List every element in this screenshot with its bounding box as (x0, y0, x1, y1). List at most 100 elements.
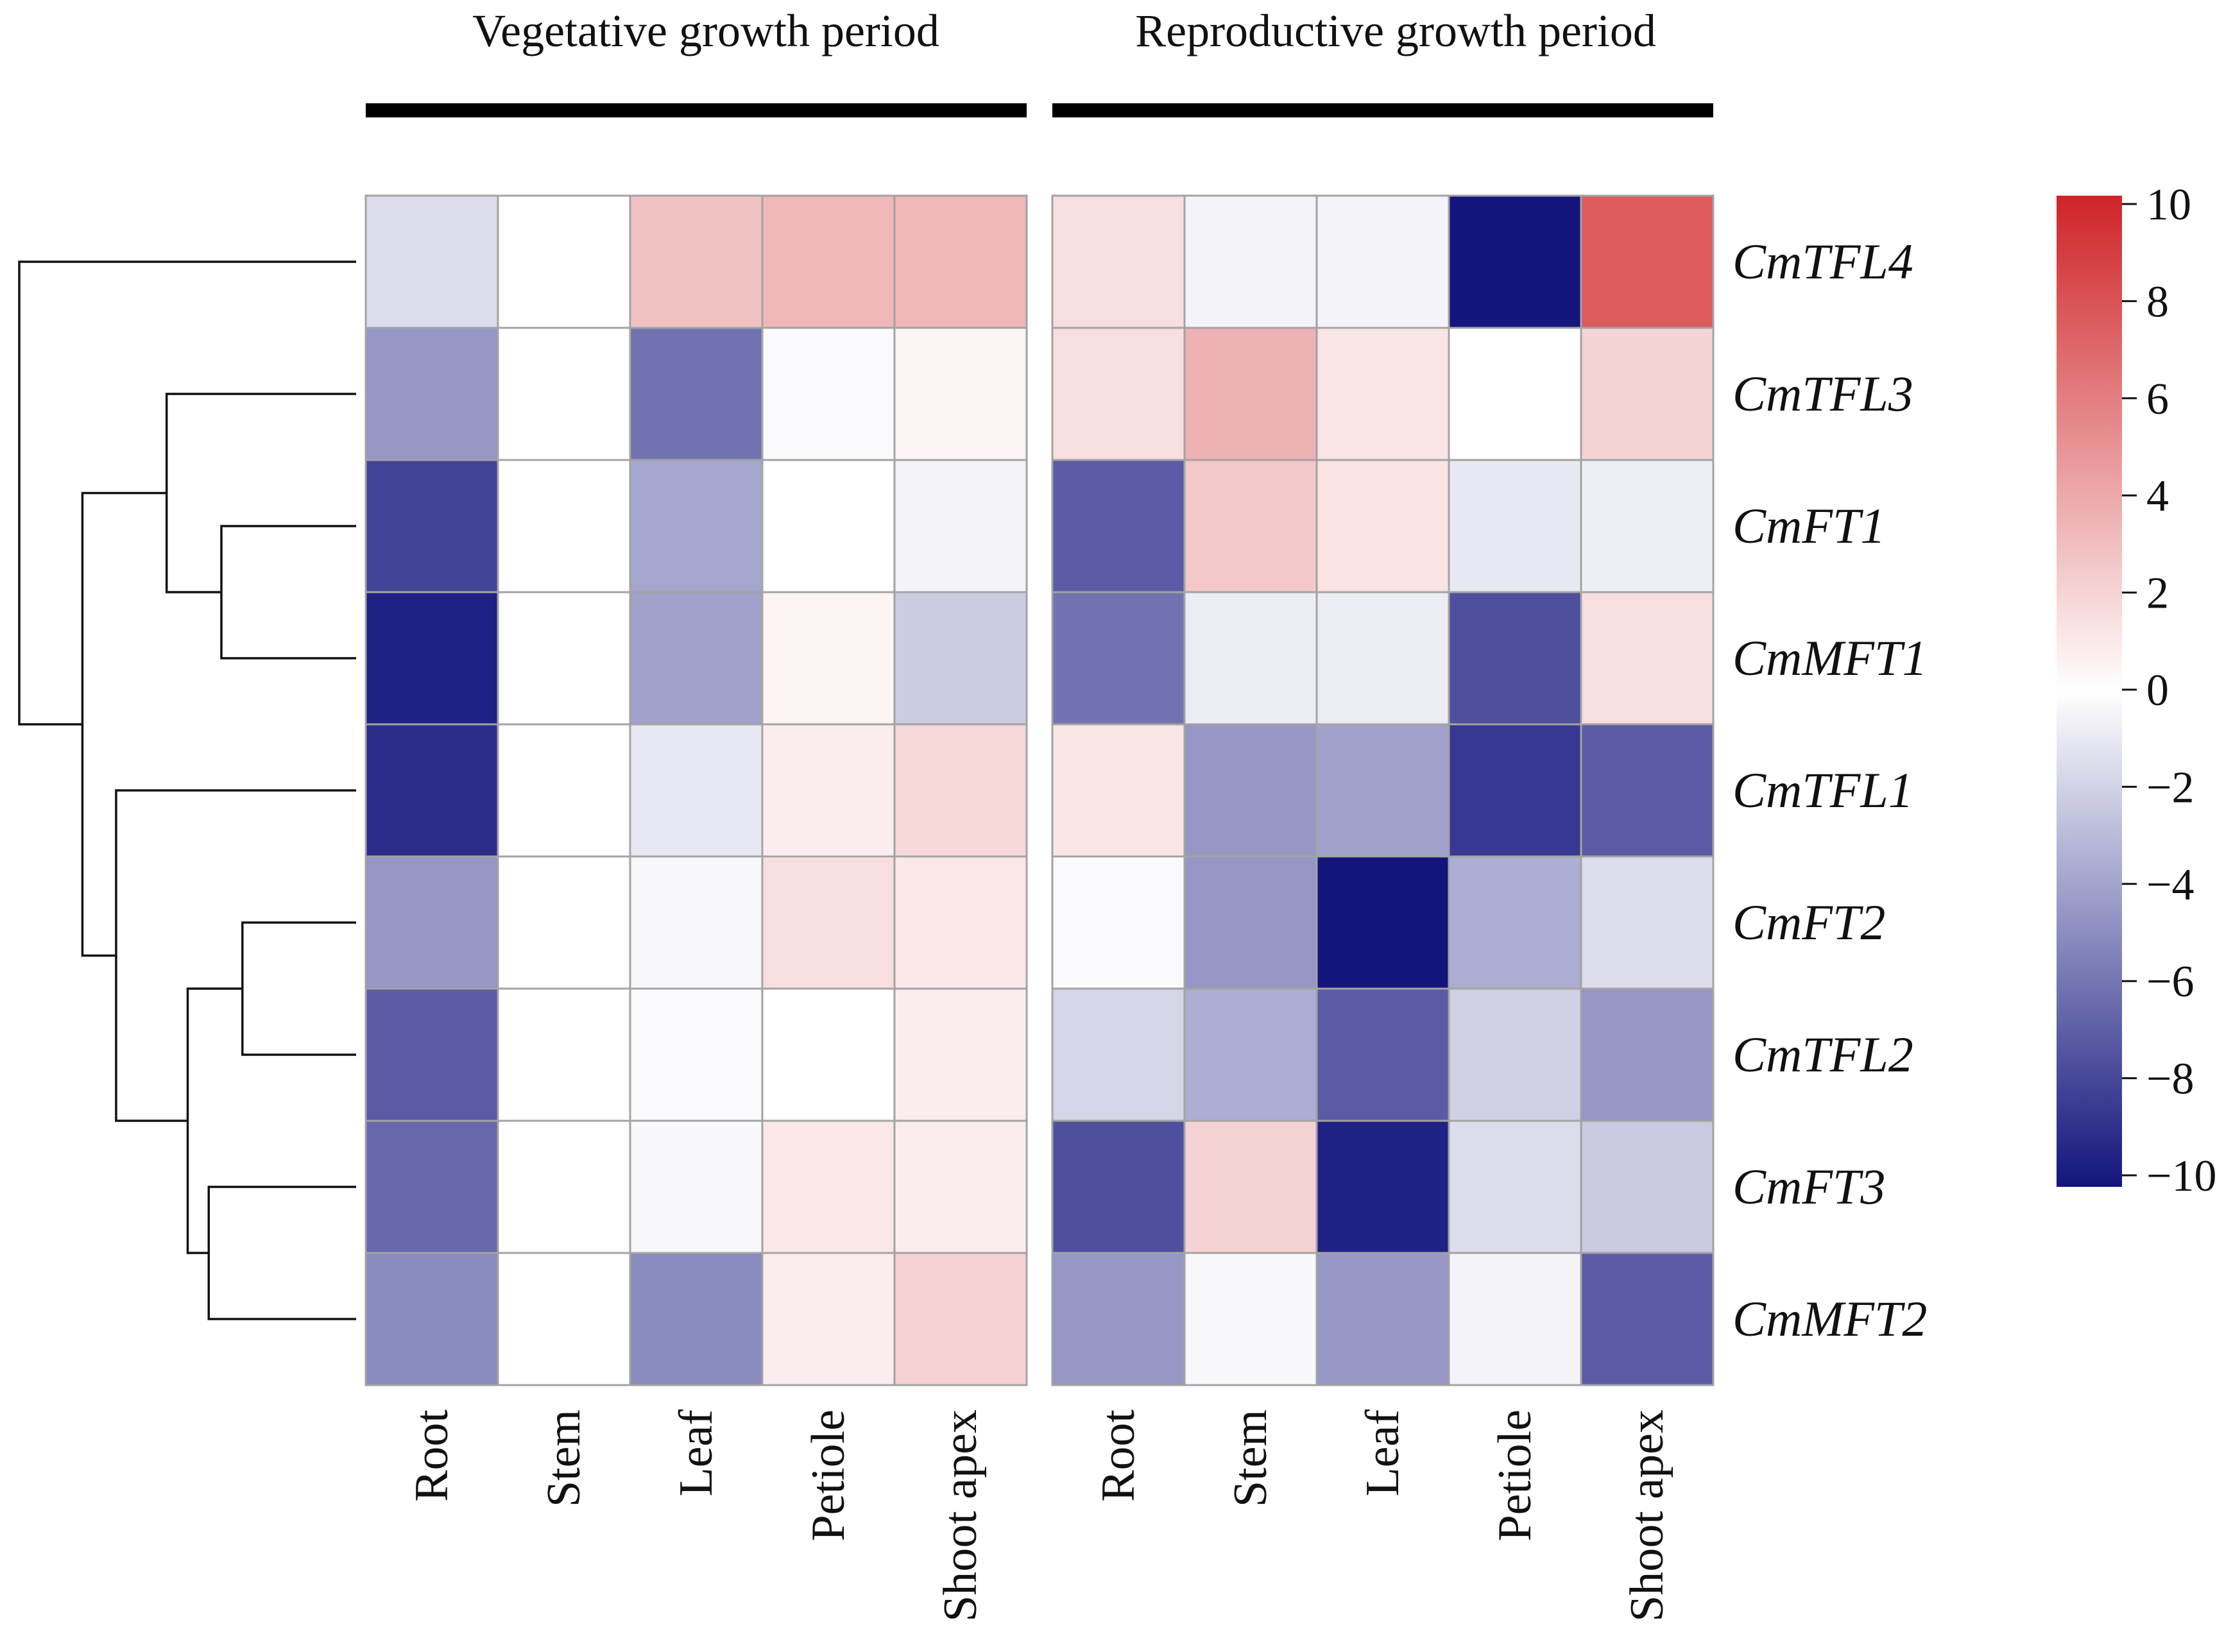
heatmap-cell (497, 723, 631, 858)
row-label: CmMFT1 (1733, 630, 1927, 686)
heatmap-cell (1051, 1120, 1186, 1254)
heatmap-cell (1051, 194, 1186, 329)
row-label: CmFT2 (1733, 894, 1885, 950)
row-label: CmMFT2 (1733, 1291, 1927, 1347)
heatmap-cell (497, 855, 631, 990)
heatmap-cell (761, 591, 896, 726)
heatmap-cell (1315, 723, 1450, 858)
heatmap-cell (1580, 723, 1715, 858)
legend-tick-label: −10 (2146, 1152, 2216, 1201)
heatmap-cell (1315, 1120, 1450, 1254)
heatmap-cell (497, 459, 631, 593)
heatmap-cell (1315, 987, 1450, 1122)
heatmap-cell (497, 327, 631, 461)
heatmap-cell (364, 855, 499, 990)
heatmap-cell (1448, 723, 1582, 858)
legend-tick-label: 6 (2146, 375, 2169, 424)
heatmap-cell (364, 987, 499, 1122)
heatmap-cell (1051, 987, 1186, 1122)
heatmap-cell (893, 194, 1028, 329)
heatmap-cell (1448, 1252, 1582, 1386)
heatmap-cell (1051, 723, 1186, 858)
heatmap-cell (893, 591, 1028, 726)
row-label: CmFT3 (1733, 1159, 1885, 1214)
heatmap-cell (893, 1120, 1028, 1254)
heatmap-cell (893, 723, 1028, 858)
column-label: Leaf (1356, 1409, 1409, 1497)
heatmap-cell (893, 327, 1028, 461)
heatmap-cell (364, 327, 499, 461)
column-label: Shoot apex (1621, 1409, 1673, 1622)
dendrogram-branch (165, 393, 356, 593)
row-labels: CmTFL4 CmTFL3 CmFT1 CmMFT1 CmTFL1 CmFT2 CmTFL2… (1733, 234, 1927, 1347)
group-title-vegetative: Vegetative growth period (472, 5, 939, 56)
heatmap-cell (1580, 327, 1715, 461)
heatmap-cell (1183, 194, 1318, 329)
heatmap-cell (629, 194, 764, 329)
heatmap-cell (629, 591, 764, 726)
row-label: CmTFL4 (1733, 234, 1913, 289)
heatmap-cell (761, 327, 896, 461)
group-bar-vegetative (366, 103, 1027, 117)
heatmap-cell (1580, 591, 1715, 726)
column-labels: Root Stem Leaf Petiole Shoot apex Root Stem Lea… (406, 1409, 1673, 1622)
row-label: CmTFL2 (1733, 1026, 1913, 1082)
heatmap-cell (1448, 591, 1582, 726)
heatmap-cell (629, 459, 764, 593)
heatmap-cell (1315, 327, 1450, 461)
dendrogram-branch (115, 789, 356, 1122)
dendrogram-branch (207, 1186, 356, 1320)
heatmap-cell (629, 327, 764, 461)
heatmap-cell (629, 723, 764, 858)
dendrogram-branch (186, 987, 243, 1254)
heatmap-cell (497, 194, 631, 329)
heatmap-cell (1315, 194, 1450, 329)
heatmap-cell (1580, 987, 1715, 1122)
heatmap-cell (1580, 459, 1715, 593)
column-label: Shoot apex (934, 1409, 987, 1622)
heatmap-cell (1580, 194, 1715, 329)
heatmap-cell (1315, 1252, 1450, 1386)
heatmap-cell (497, 1120, 631, 1254)
heatmap-cell (1315, 591, 1450, 726)
column-label: Root (1092, 1409, 1145, 1502)
heatmap-cell (761, 194, 896, 329)
heatmap-cell (1183, 987, 1318, 1122)
heatmap-cell (364, 591, 499, 726)
heatmap-cell (364, 194, 499, 329)
heatmap-cell (1448, 194, 1582, 329)
heatmap-cell (364, 1120, 499, 1254)
legend-tick-label: 10 (2146, 180, 2191, 230)
heatmap-cell (629, 1252, 764, 1386)
heatmap-cell (1051, 855, 1186, 990)
legend-tick-label: 8 (2146, 277, 2169, 327)
heatmap-cell (1183, 1252, 1318, 1386)
group-title-reproductive: Reproductive growth period (1135, 5, 1656, 56)
heatmap-cell (893, 987, 1028, 1122)
column-label: Root (406, 1409, 458, 1502)
column-label: Petiole (802, 1409, 855, 1542)
heatmap-cell (761, 723, 896, 858)
column-label: Petiole (1489, 1409, 1541, 1542)
legend-tick-label: −2 (2146, 763, 2194, 812)
heatmap-cell (1448, 1120, 1582, 1254)
heatmap-cell (497, 1252, 631, 1386)
heatmap-cell (629, 855, 764, 990)
heatmap-cell (761, 855, 896, 990)
heatmap-cell (893, 855, 1028, 990)
heatmap-cell (629, 987, 764, 1122)
heatmap-cell (893, 1252, 1028, 1386)
dendrogram-branch (241, 921, 356, 1056)
legend-tick-label: −4 (2146, 860, 2194, 910)
heatmap-cell (364, 723, 499, 858)
heatmap-cell (893, 459, 1028, 593)
heatmap-cell (1051, 327, 1186, 461)
heatmap-cells (364, 194, 1715, 1386)
color-legend-ticks: 10 8 6 4 2 0 −2 −4 −6 −8 −10 (2122, 180, 2216, 1201)
heatmap-cell (497, 591, 631, 726)
heatmap-cell (629, 1120, 764, 1254)
heatmap-cell (1448, 327, 1582, 461)
heatmap-cell (1448, 987, 1582, 1122)
row-label: CmTFL3 (1733, 366, 1913, 422)
